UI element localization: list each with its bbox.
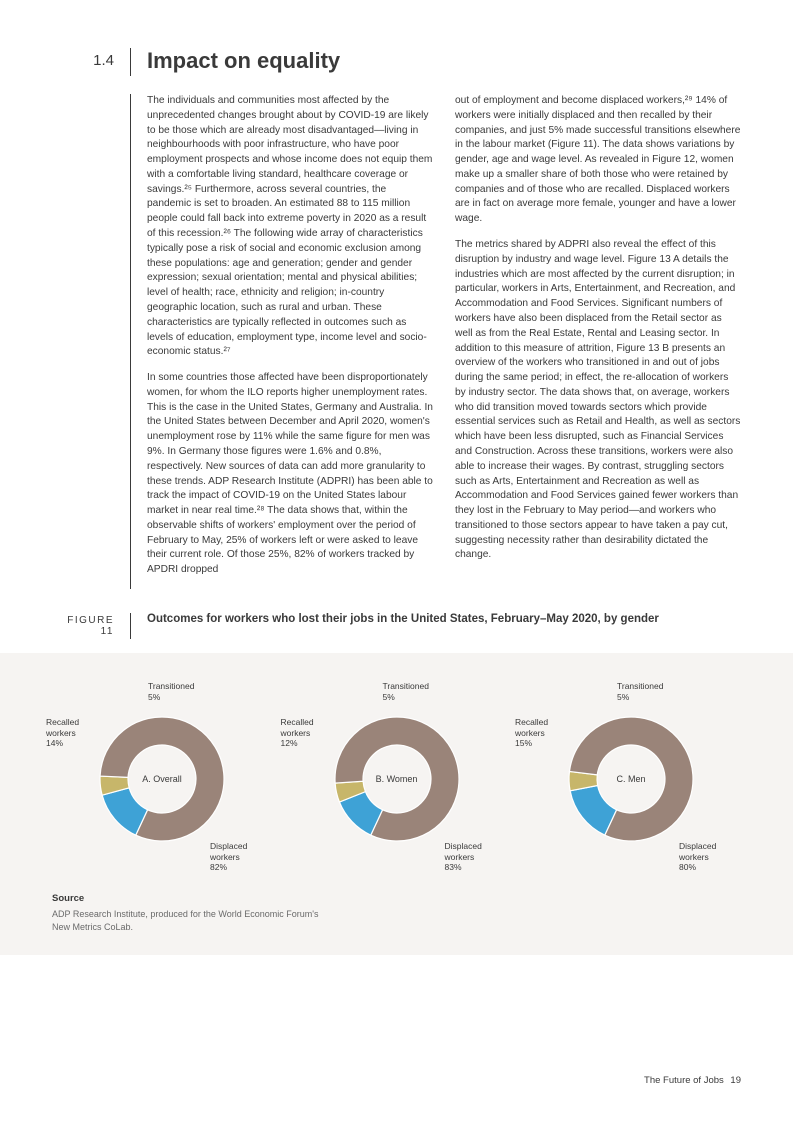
source-text: ADP Research Institute, produced for the… (52, 908, 332, 933)
donut-segment-label: Transitioned5% (383, 681, 429, 702)
donut-segment-label: Recalledworkers12% (281, 717, 314, 749)
figure-title: Outcomes for workers who lost their jobs… (131, 613, 659, 625)
donut-segment-label: Displacedworkers82% (210, 841, 247, 873)
section-title: Impact on equality (131, 48, 340, 74)
donut-chart: B. WomenRecalledworkers12%Transitioned5%… (287, 679, 507, 879)
donut-chart: C. MenRecalledworkers15%Transitioned5%Di… (521, 679, 741, 879)
donut-center-label: B. Women (376, 774, 418, 784)
donut-segment-label: Recalledworkers14% (46, 717, 79, 749)
donut-chart: A. OverallRecalledworkers14%Transitioned… (52, 679, 272, 879)
source-title: Source (52, 893, 741, 904)
paragraph: In some countries those affected have be… (147, 371, 433, 578)
body-column-2: out of employment and become displaced w… (455, 94, 741, 589)
footer-doc-title: The Future of Jobs (644, 1075, 724, 1086)
paragraph: out of employment and become displaced w… (455, 94, 741, 227)
donut-center-label: A. Overall (142, 774, 182, 784)
footer-page-number: 19 (730, 1075, 741, 1086)
donut-segment-label: Recalledworkers15% (515, 717, 548, 749)
section-number: 1.4 (52, 48, 130, 69)
paragraph: The individuals and communities most aff… (147, 94, 433, 360)
figure-chart-band: A. Overall Recalledworkers14% Transitioned… (0, 653, 793, 955)
page-footer: The Future of Jobs 19 (644, 1075, 741, 1086)
donut-segment-label: Displacedworkers83% (445, 841, 482, 873)
figure-label: FIGURE 11 (52, 613, 130, 637)
body-column-1: The individuals and communities most aff… (147, 94, 433, 589)
donut-segment-label: Displacedworkers80% (679, 841, 716, 873)
donut-segment-label: Transitioned5% (617, 681, 663, 702)
donut-center-label: C. Men (616, 774, 645, 784)
paragraph: The metrics shared by ADPRI also reveal … (455, 238, 741, 563)
donut-segment-label: Transitioned5% (148, 681, 194, 702)
